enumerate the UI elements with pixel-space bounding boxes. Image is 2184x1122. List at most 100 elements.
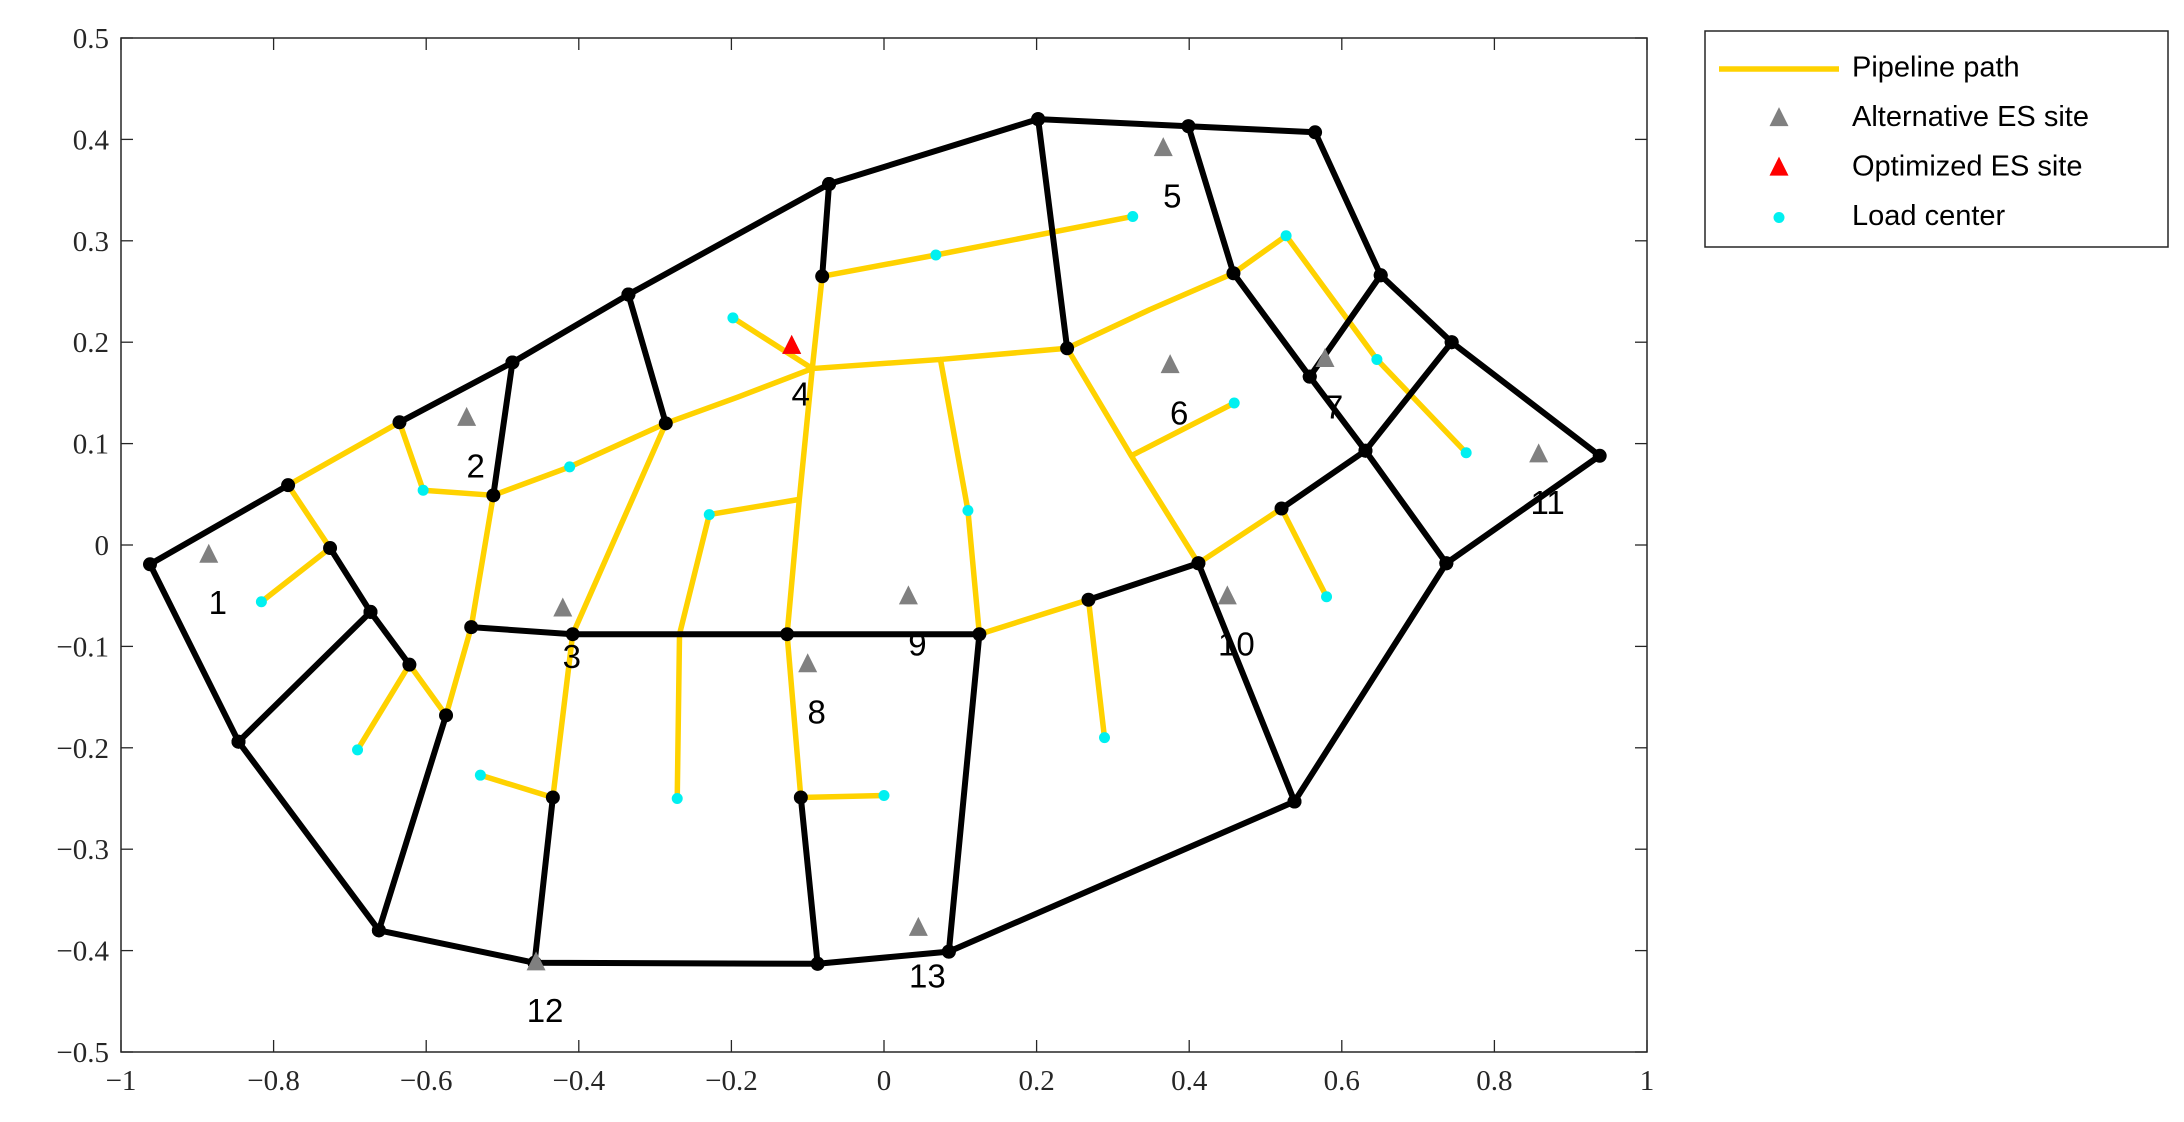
node: [1274, 501, 1289, 516]
x-tick-label: 0.8: [1476, 1065, 1512, 1097]
site-label: 4: [791, 375, 809, 412]
node: [941, 944, 956, 959]
node: [658, 416, 673, 431]
node: [1444, 335, 1459, 350]
y-tick-label: 0.1: [73, 429, 109, 461]
site-label: 2: [466, 447, 484, 484]
y-tick-label: −0.5: [56, 1037, 109, 1069]
node: [1226, 266, 1241, 281]
site-label: 12: [527, 992, 564, 1029]
es-site: [1315, 348, 1335, 368]
node: [1592, 448, 1607, 463]
legend-label: Optimized ES site: [1852, 151, 2082, 183]
load-center: [671, 793, 683, 804]
x-tick-label: 0.2: [1018, 1065, 1054, 1097]
load-center: [474, 769, 486, 781]
load-center: [417, 484, 429, 496]
legend-label: Pipeline path: [1852, 52, 2020, 84]
es-site: [1160, 354, 1180, 374]
site-label: 8: [808, 694, 826, 731]
node: [323, 541, 338, 556]
x-tick-label: −0.2: [705, 1065, 758, 1097]
node: [281, 478, 296, 493]
legend-swatch: [1769, 107, 1789, 127]
axes-box: [120, 37, 1648, 1053]
load-center: [703, 509, 715, 521]
node: [545, 790, 560, 805]
y-tick-label: −0.4: [56, 936, 109, 968]
node: [363, 604, 378, 619]
legend-label: Alternative ES site: [1852, 101, 2089, 133]
load-center: [352, 744, 364, 756]
load-center: [255, 596, 267, 608]
node: [565, 627, 580, 642]
es-site: [199, 543, 219, 563]
node: [1287, 794, 1302, 809]
legend-swatch: [1773, 212, 1785, 223]
node: [780, 627, 795, 642]
load-center: [1280, 230, 1292, 242]
site-label: 11: [1531, 484, 1565, 521]
es-site: [782, 334, 802, 354]
node: [464, 620, 479, 635]
node: [1358, 443, 1373, 458]
load-center: [1321, 591, 1333, 603]
x-tick-label: −0.6: [400, 1065, 453, 1097]
legend-label: Load center: [1852, 200, 2006, 232]
site-label: 13: [909, 957, 946, 994]
x-tick-label: 0: [877, 1065, 892, 1097]
es-site: [1217, 585, 1237, 605]
y-tick-label: −0.3: [56, 834, 109, 866]
node: [1191, 556, 1206, 571]
load-center: [1460, 447, 1472, 459]
es-site: [908, 916, 928, 936]
node: [815, 269, 830, 284]
site-label: 6: [1170, 395, 1188, 432]
y-tick-label: 0.2: [73, 327, 109, 359]
node: [439, 708, 454, 723]
y-tick-label: −0.2: [56, 733, 109, 765]
node: [822, 177, 837, 192]
node: [1081, 592, 1096, 607]
load-center: [878, 789, 890, 801]
node: [392, 415, 407, 430]
x-tick-label: 0.6: [1324, 1065, 1360, 1097]
x-tick-label: −0.4: [552, 1065, 605, 1097]
node: [1302, 369, 1317, 384]
site-label: 5: [1163, 178, 1181, 215]
node: [1181, 119, 1196, 134]
node: [142, 557, 157, 572]
site-label: 10: [1218, 626, 1255, 663]
es-site: [798, 653, 818, 673]
load-center: [727, 312, 739, 324]
node: [1060, 341, 1075, 356]
load-center: [962, 505, 974, 517]
node: [1308, 125, 1323, 140]
load-center: [1228, 397, 1240, 409]
es-site: [1153, 137, 1173, 157]
x-tick-label: −0.8: [247, 1065, 300, 1097]
node: [505, 355, 520, 370]
y-tick-label: 0.4: [73, 124, 110, 156]
load-center: [1371, 353, 1383, 365]
site-label: 9: [908, 626, 926, 663]
y-tick-label: 0.3: [73, 226, 109, 258]
load-center: [930, 249, 942, 261]
load-center: [1099, 732, 1111, 744]
node: [486, 488, 501, 503]
y-tick-label: −0.1: [56, 631, 109, 663]
legend-swatch: [1769, 156, 1789, 176]
node: [1439, 556, 1454, 571]
node: [402, 657, 417, 672]
node: [810, 956, 825, 971]
es-site: [457, 406, 477, 426]
node: [1031, 112, 1046, 127]
site-label: 7: [1325, 388, 1343, 425]
load-center: [564, 461, 576, 473]
node: [972, 627, 987, 642]
node: [1373, 268, 1388, 283]
es-site: [1529, 443, 1549, 463]
node: [621, 287, 636, 302]
load-center: [1127, 210, 1139, 222]
